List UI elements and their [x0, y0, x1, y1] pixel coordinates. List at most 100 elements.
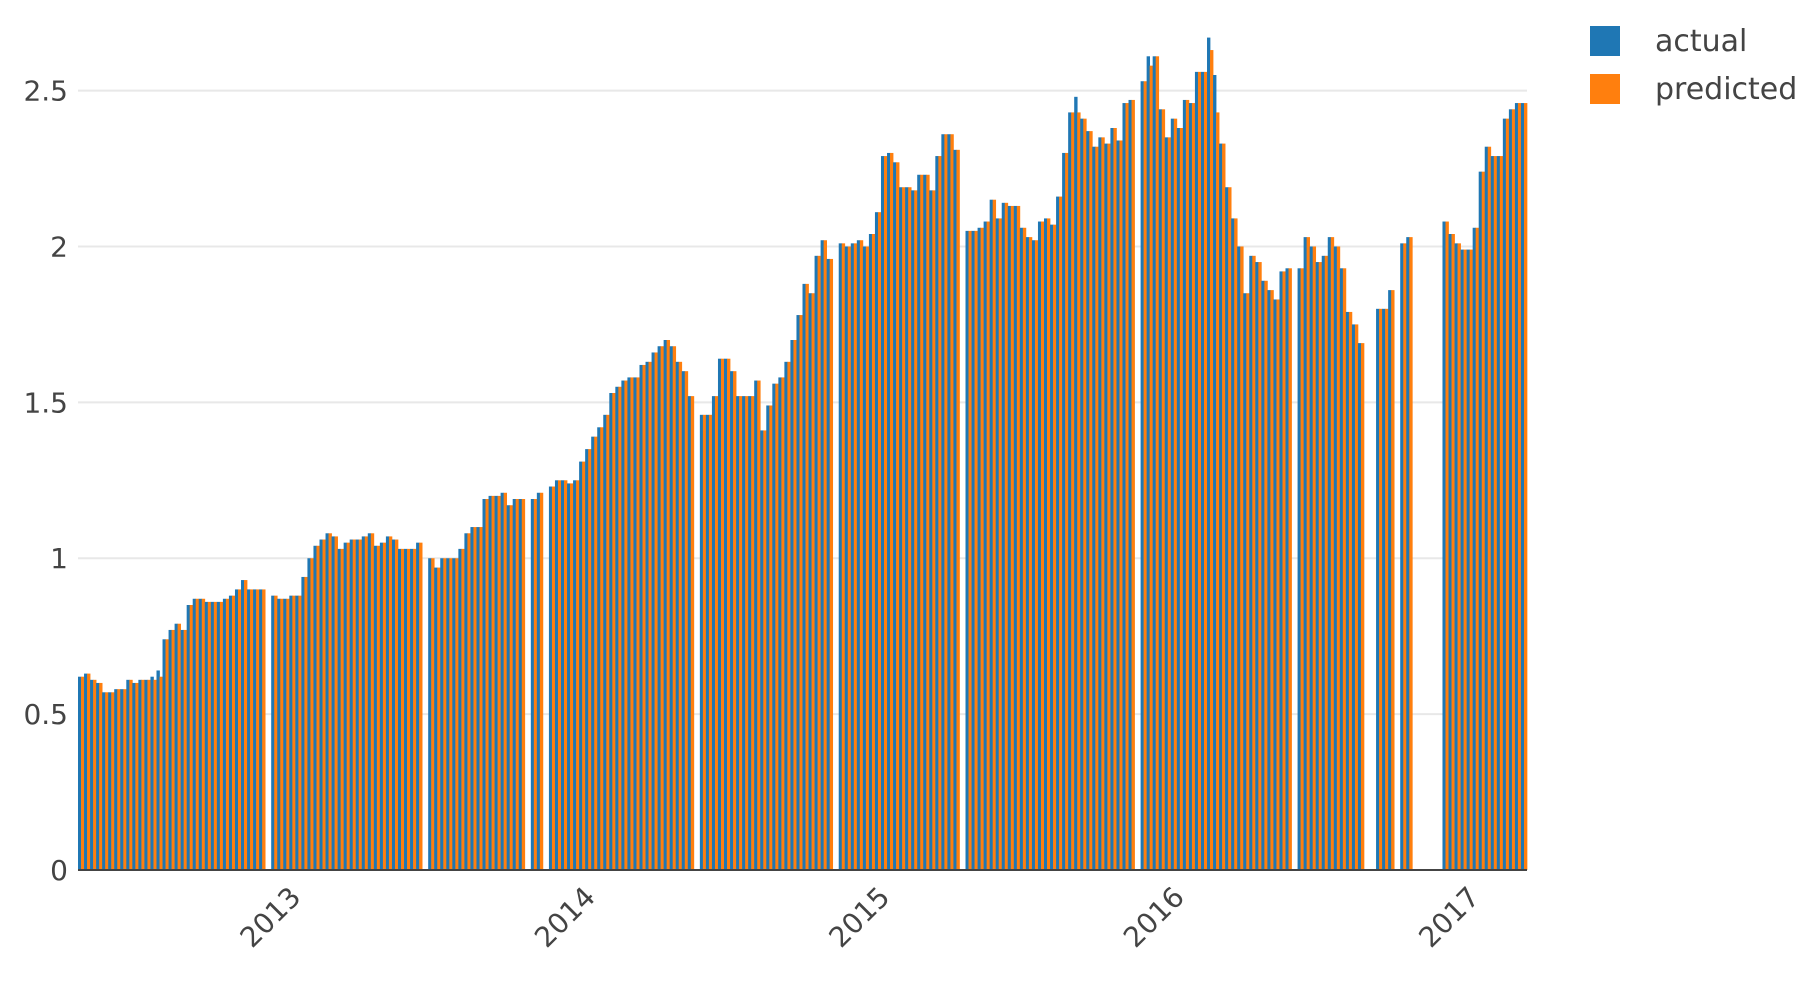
bar-series: [78, 37, 1528, 871]
bar-predicted: [992, 199, 997, 871]
bar-predicted: [189, 605, 194, 870]
bar-actual: [1267, 290, 1271, 870]
y-tick-label: 1: [50, 542, 68, 575]
bar-actual: [1152, 56, 1157, 870]
x-axis-ticks: 2013 2014 2015 2016 2017: [234, 880, 1486, 954]
bar-predicted: [588, 449, 592, 870]
bar-predicted: [1511, 109, 1516, 870]
bar-actual: [506, 505, 511, 870]
bar-actual: [1116, 140, 1120, 870]
bar-predicted: [280, 598, 284, 870]
bar-predicted: [1246, 293, 1250, 870]
bar-predicted: [81, 676, 85, 870]
bar-actual: [820, 240, 824, 870]
bar-actual: [935, 156, 939, 870]
bar-predicted: [1216, 112, 1220, 871]
bar-actual: [1279, 271, 1283, 871]
bar-predicted: [286, 598, 290, 870]
bar-actual: [681, 371, 686, 870]
bar-predicted: [1264, 280, 1268, 870]
bar-actual: [585, 449, 589, 870]
y-axis-ticks: 0 0.5 1 1.5 2 2.5: [23, 75, 68, 887]
bar-actual: [947, 134, 951, 870]
y-tick-label: 1.5: [23, 386, 68, 419]
bar-actual: [476, 527, 480, 870]
bar-actual: [144, 679, 148, 870]
bar-actual: [204, 601, 209, 870]
bar-actual: [301, 576, 305, 870]
bar-actual: [1013, 205, 1018, 871]
bar-actual: [1110, 128, 1114, 870]
bar-predicted: [974, 230, 978, 871]
bar-actual: [627, 377, 631, 870]
bar-actual: [331, 536, 335, 870]
bar-predicted: [648, 361, 652, 870]
bar-actual: [1128, 99, 1132, 871]
bar-actual: [1037, 221, 1042, 870]
bar-predicted: [129, 679, 133, 870]
y-tick-label: 2.5: [23, 75, 68, 108]
bar-actual: [699, 414, 704, 870]
bar-predicted: [1336, 246, 1341, 870]
bar-predicted: [1071, 112, 1075, 871]
bar-predicted: [1258, 262, 1262, 870]
bar-actual: [1321, 255, 1326, 870]
bar-actual: [1056, 196, 1060, 870]
bar-predicted: [799, 315, 803, 870]
bar-predicted: [594, 436, 598, 870]
bar-predicted: [256, 589, 260, 870]
bar-predicted: [207, 601, 212, 870]
bar-actual: [434, 567, 438, 870]
bar-actual: [1237, 246, 1241, 870]
bar-predicted: [890, 152, 894, 871]
bar-predicted: [600, 427, 604, 870]
bar-predicted: [479, 527, 483, 870]
bar-predicted: [654, 352, 658, 870]
bar-actual: [1025, 237, 1030, 870]
bar-predicted: [358, 539, 363, 870]
bar-actual: [772, 383, 776, 870]
bar-predicted: [793, 340, 797, 870]
bar-predicted: [1028, 237, 1033, 870]
bar-predicted: [896, 162, 900, 870]
bar-predicted: [829, 258, 834, 870]
bar-actual: [929, 190, 933, 871]
bar-actual: [96, 682, 100, 870]
bar-actual: [156, 670, 160, 870]
bar-predicted: [394, 539, 399, 870]
bar-predicted: [1282, 271, 1286, 871]
bar-predicted: [751, 396, 755, 870]
bar-predicted: [642, 364, 646, 870]
bar-predicted: [1240, 246, 1244, 870]
bar-actual: [295, 595, 299, 870]
bar-predicted: [1083, 118, 1087, 871]
bar-actual: [1357, 343, 1362, 870]
bar-predicted: [177, 623, 181, 870]
bar-actual: [1309, 246, 1314, 870]
bar-actual: [1303, 237, 1307, 870]
bar-actual: [567, 483, 571, 870]
bar-actual: [977, 227, 981, 870]
bar-predicted: [847, 246, 852, 870]
bar-actual: [1490, 156, 1495, 870]
bar-actual: [464, 533, 468, 870]
bar-actual: [446, 558, 450, 870]
bar-actual: [162, 639, 166, 870]
bar-predicted: [237, 589, 242, 870]
y-tick-label: 2: [50, 230, 68, 263]
bar-predicted: [346, 542, 351, 870]
bar-predicted: [1155, 56, 1160, 870]
bar-actual: [814, 255, 818, 870]
bar-predicted: [1360, 343, 1365, 870]
bar-actual: [844, 246, 849, 870]
bar-actual: [1442, 221, 1446, 870]
bar-actual: [1388, 290, 1392, 870]
bar-predicted: [231, 595, 236, 870]
bar-actual: [1219, 143, 1223, 870]
bar-predicted: [1445, 221, 1449, 870]
bar-actual: [645, 361, 649, 870]
bar-actual: [271, 595, 275, 870]
bar-predicted: [171, 629, 175, 870]
bar-predicted: [672, 346, 677, 870]
bar-predicted: [757, 380, 761, 870]
